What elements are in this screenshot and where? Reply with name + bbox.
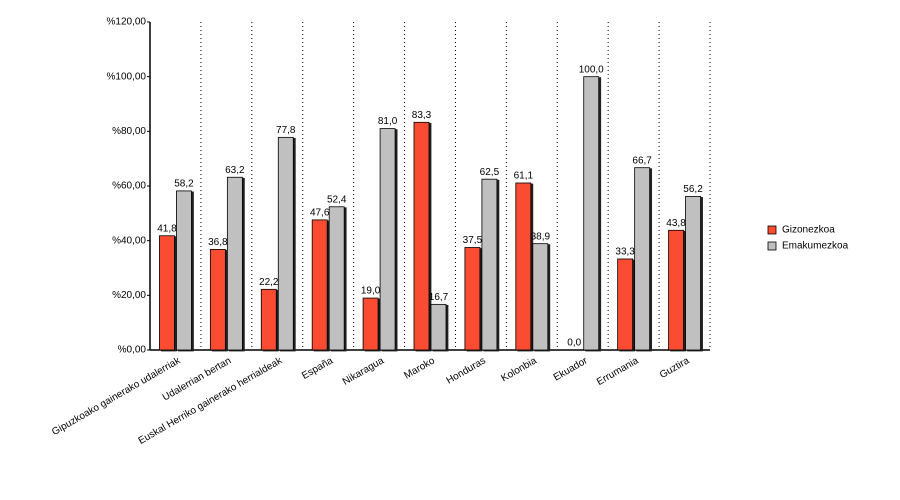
value-label: 62,5 [480, 167, 500, 178]
value-label: 77,8 [276, 125, 296, 136]
value-label: 100,0 [579, 64, 604, 75]
value-label: 0,0 [567, 338, 581, 349]
x-tick-label: Kolonbia [499, 355, 539, 384]
bar [464, 247, 481, 351]
y-tick-label: %100,00 [107, 71, 147, 82]
bar [226, 176, 243, 351]
legend-label: Gizonezkoa [782, 225, 835, 236]
value-label: 36,8 [208, 237, 228, 248]
y-tick-label: %60,00 [112, 181, 146, 192]
bar [668, 229, 684, 351]
x-tick-label: Maroko [402, 355, 437, 381]
value-label: 63,2 [225, 165, 245, 176]
value-label: 19,0 [361, 286, 381, 297]
y-tick-label: %0,00 [118, 345, 147, 356]
bar [685, 195, 701, 351]
bar [634, 167, 651, 351]
bar [277, 136, 294, 351]
value-label: 61,1 [514, 171, 534, 182]
value-label: 43,8 [666, 218, 686, 229]
bar [260, 288, 277, 351]
value-label: 41,8 [157, 223, 177, 234]
x-tick-label: Ekuador [552, 355, 590, 383]
legend-label: Emakumezkoa [782, 241, 849, 252]
y-tick-label: %80,00 [112, 126, 146, 137]
bar [430, 303, 447, 351]
bar [583, 76, 600, 351]
y-tick-label: %20,00 [112, 290, 146, 301]
y-tick-label: %40,00 [112, 235, 146, 246]
value-label: 81,0 [378, 116, 398, 127]
x-tick-label: Guztira [658, 355, 692, 381]
bar [532, 243, 549, 351]
bar [617, 258, 634, 351]
bar [481, 178, 498, 351]
bar [209, 249, 226, 351]
x-tick-label: Honduras [445, 355, 488, 386]
value-label: 33,3 [615, 247, 635, 258]
x-tick-label: España [300, 355, 335, 382]
legend-swatch [767, 241, 777, 251]
value-label: 56,2 [683, 184, 703, 195]
value-label: 66,7 [632, 155, 652, 166]
bar [328, 206, 345, 351]
x-tick-label: Nikaragua [341, 355, 386, 388]
value-label: 16,7 [429, 292, 449, 303]
legend-swatch [767, 225, 777, 235]
bar [515, 182, 532, 351]
bar [311, 219, 328, 351]
value-label: 58,2 [174, 179, 194, 190]
y-tick-label: %120,00 [107, 17, 147, 28]
value-label: 38,9 [531, 231, 551, 242]
value-label: 37,5 [463, 235, 483, 246]
bar [379, 128, 396, 351]
bar [413, 121, 430, 351]
value-label: 83,3 [412, 110, 432, 121]
value-label: 47,6 [310, 208, 330, 219]
value-label: 22,2 [259, 277, 279, 288]
bar [362, 297, 379, 351]
bar [176, 190, 192, 351]
x-tick-label: Errumania [595, 355, 641, 388]
bar [159, 235, 175, 351]
value-label: 52,4 [327, 194, 347, 205]
